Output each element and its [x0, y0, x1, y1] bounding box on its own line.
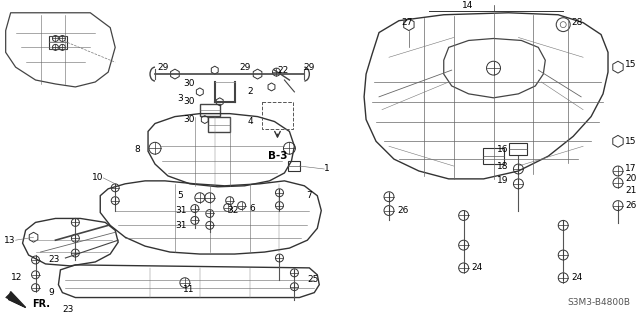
Text: 6: 6 — [250, 204, 255, 213]
Text: 29: 29 — [157, 63, 168, 72]
Text: 11: 11 — [183, 285, 195, 294]
Text: 24: 24 — [571, 273, 582, 282]
Text: 5: 5 — [177, 191, 183, 200]
Text: 9: 9 — [49, 288, 54, 297]
Text: 1: 1 — [324, 165, 330, 174]
Text: 31: 31 — [175, 206, 186, 215]
Text: 19: 19 — [497, 176, 508, 185]
Text: B-3: B-3 — [268, 151, 287, 161]
Text: 8: 8 — [134, 145, 140, 154]
Bar — [200, 104, 220, 115]
Bar — [262, 102, 293, 130]
Bar — [49, 35, 67, 49]
Text: 32: 32 — [228, 206, 239, 215]
Text: 17: 17 — [625, 164, 636, 173]
Text: 29: 29 — [239, 63, 251, 72]
Polygon shape — [9, 292, 26, 308]
Bar — [289, 161, 300, 171]
Text: 23: 23 — [63, 305, 74, 314]
Text: 23: 23 — [49, 256, 60, 264]
Text: 2: 2 — [248, 87, 253, 96]
Text: 30: 30 — [183, 97, 195, 106]
Bar — [208, 116, 230, 132]
Text: 15: 15 — [625, 60, 636, 69]
Text: 29: 29 — [303, 63, 315, 72]
Text: 18: 18 — [497, 161, 508, 171]
Text: 22: 22 — [278, 66, 289, 75]
Text: 16: 16 — [497, 145, 508, 154]
Text: 24: 24 — [472, 263, 483, 272]
Text: 26: 26 — [625, 201, 636, 210]
Text: S3M3-B4800B: S3M3-B4800B — [567, 299, 630, 308]
Text: 21: 21 — [625, 186, 636, 195]
Text: 20: 20 — [625, 174, 636, 183]
Text: FR.: FR. — [33, 300, 51, 309]
Text: 30: 30 — [183, 79, 195, 88]
Text: 3: 3 — [177, 94, 183, 103]
Text: 30: 30 — [183, 115, 195, 124]
Text: 7: 7 — [307, 191, 312, 200]
Bar — [483, 148, 504, 164]
Polygon shape — [6, 293, 26, 308]
Text: 4: 4 — [248, 117, 253, 126]
Bar — [509, 143, 527, 155]
Text: 13: 13 — [4, 236, 15, 245]
Text: 12: 12 — [12, 273, 22, 282]
Text: 25: 25 — [307, 275, 319, 284]
Text: 27: 27 — [401, 18, 412, 27]
Text: 31: 31 — [175, 221, 186, 230]
Text: 26: 26 — [397, 206, 408, 215]
Text: 28: 28 — [571, 18, 582, 27]
Text: 10: 10 — [92, 174, 103, 182]
Text: 15: 15 — [625, 137, 636, 146]
Text: 14: 14 — [461, 1, 473, 10]
